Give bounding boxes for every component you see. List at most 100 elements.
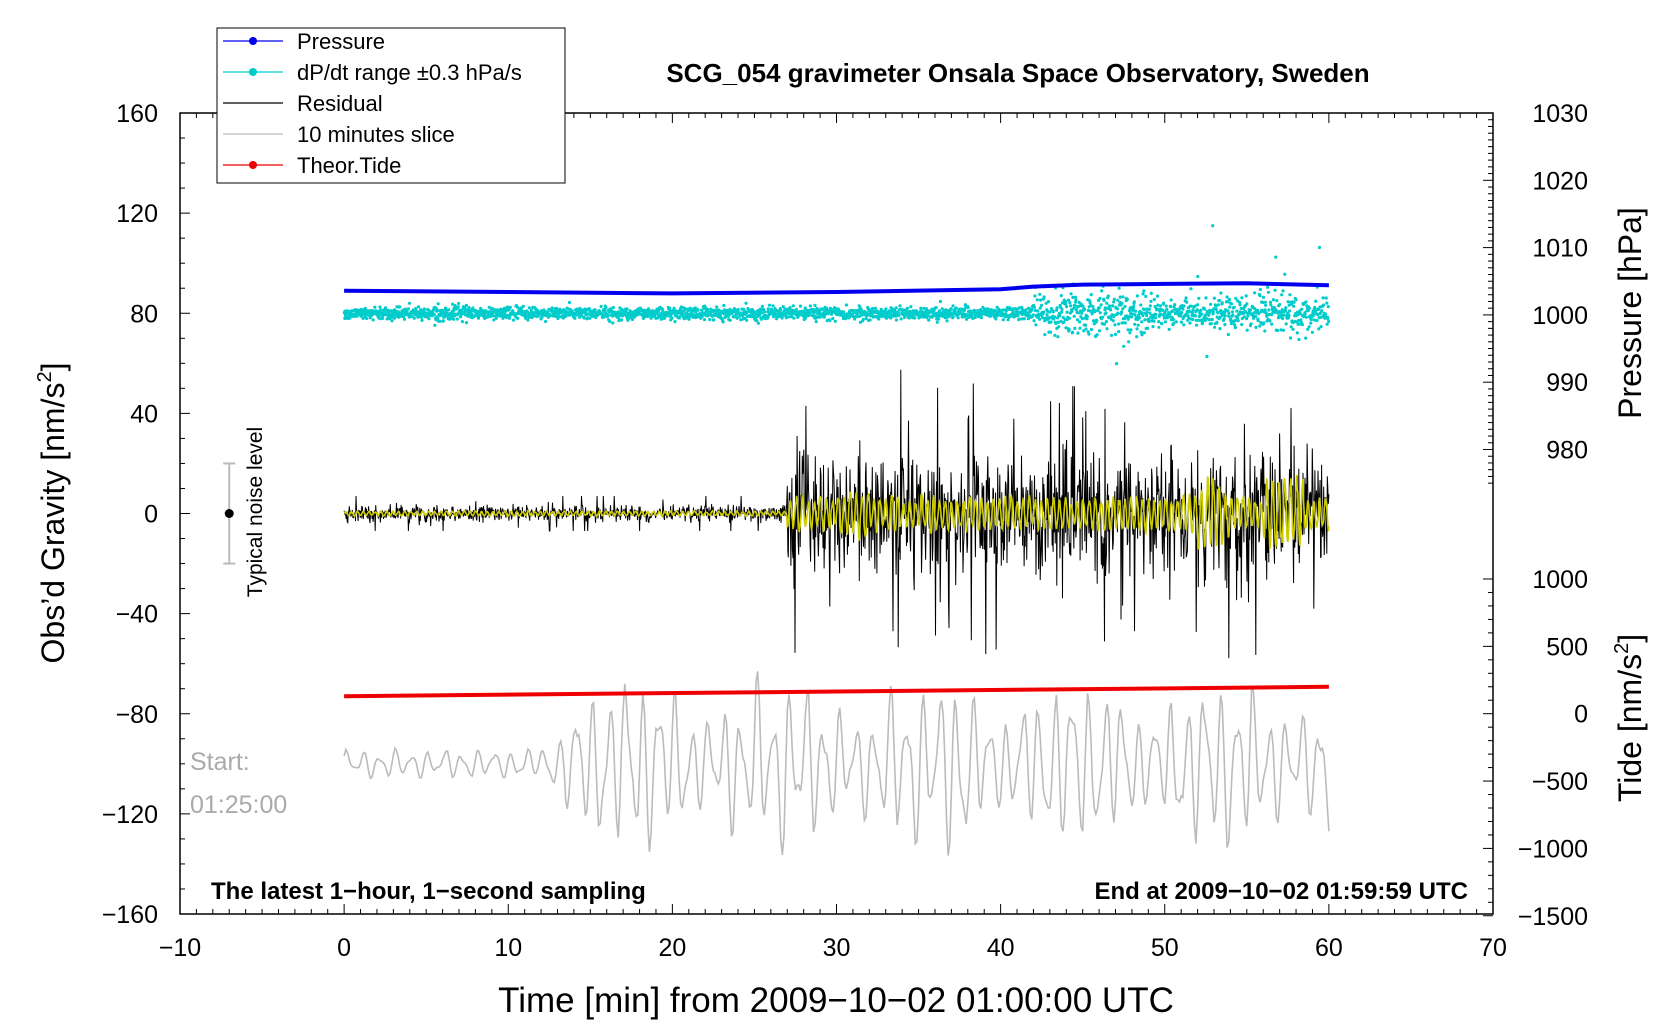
dpdt-point	[1238, 300, 1242, 304]
dpdt-point	[1263, 329, 1267, 333]
dpdt-point	[1128, 331, 1132, 335]
dpdt-point	[1292, 300, 1296, 304]
dpdt-point	[1056, 335, 1060, 339]
x-axis-ticks: −10 0 10 20 30 40 50 60 70	[159, 113, 1507, 962]
dpdt-point	[715, 305, 719, 309]
dpdt-point	[1116, 311, 1120, 315]
dpdt-point	[1321, 303, 1326, 307]
dpdt-point	[1120, 301, 1124, 305]
dpdt-point	[1225, 295, 1229, 299]
dpdt-point	[452, 317, 456, 321]
dpdt-point	[436, 302, 440, 306]
dpdt-point	[1188, 310, 1192, 314]
y-left-tick-label: −80	[116, 701, 158, 729]
dpdt-point	[1116, 298, 1120, 302]
dpdt-point	[1039, 298, 1043, 302]
dpdt-point	[821, 307, 825, 311]
dpdt-point	[1139, 303, 1143, 307]
dpdt-point	[500, 307, 504, 311]
dpdt-point	[1032, 305, 1036, 309]
dpdt-point	[1157, 325, 1161, 329]
dpdt-point	[410, 314, 414, 318]
start-label: Start:	[190, 748, 250, 776]
dpdt-point	[402, 317, 407, 321]
dpdt-point	[608, 319, 612, 324]
dpdt-point	[550, 310, 554, 314]
dpdt-point	[515, 305, 520, 309]
dpdt-point	[913, 316, 917, 320]
dpdt-point	[884, 316, 889, 320]
dpdt-point	[1298, 311, 1302, 315]
dpdt-point	[1148, 304, 1152, 308]
pressure-tick-label: 980	[1546, 437, 1588, 465]
dpdt-point	[833, 319, 837, 323]
dpdt-point	[1060, 307, 1064, 311]
dpdt-point	[1273, 306, 1277, 310]
legend-item-label: Theor.Tide	[297, 153, 401, 178]
dpdt-point	[1216, 311, 1220, 315]
dpdt-point	[548, 314, 552, 318]
dpdt-point	[1140, 311, 1144, 315]
dpdt-point	[1212, 307, 1216, 311]
tide-tick-label: −500	[1532, 768, 1588, 796]
dpdt-point	[1105, 301, 1109, 305]
dpdt-point	[506, 305, 510, 309]
dpdt-point	[1249, 322, 1253, 326]
dpdt-point	[1245, 302, 1249, 306]
dpdt-point	[1118, 295, 1122, 299]
dpdt-point	[1085, 315, 1089, 319]
dpdt-point	[1233, 323, 1237, 327]
dpdt-point	[1141, 292, 1145, 296]
dpdt-point	[1222, 311, 1226, 315]
dpdt-point	[1065, 305, 1069, 309]
dpdt-point	[1046, 300, 1051, 304]
dpdt-point	[871, 307, 875, 311]
dpdt-point	[1020, 317, 1024, 321]
dpdt-point	[1232, 305, 1236, 309]
dpdt-point	[1076, 311, 1081, 315]
dpdt-point	[1038, 306, 1042, 310]
dpdt-point	[1212, 296, 1216, 300]
dpdt-point	[381, 316, 385, 320]
dpdt-point	[1001, 318, 1005, 322]
dpdt-point	[824, 306, 829, 311]
series-filtered	[343, 474, 1330, 551]
dpdt-point	[1121, 307, 1125, 311]
y-left-tick-label: 0	[144, 501, 158, 529]
dpdt-point	[1181, 307, 1185, 311]
dpdt-point	[414, 306, 418, 310]
dpdt-point	[1279, 328, 1283, 332]
dpdt-point	[1188, 321, 1192, 325]
dpdt-point	[1152, 297, 1156, 302]
dpdt-point	[844, 303, 849, 307]
dpdt-point	[1141, 313, 1145, 318]
dpdt-point	[1064, 302, 1068, 306]
dpdt-point	[483, 316, 487, 320]
dpdt-point	[363, 306, 367, 311]
dpdt-point	[1226, 309, 1230, 313]
dpdt-point	[979, 316, 984, 320]
dpdt-point	[422, 307, 426, 311]
dpdt-point	[755, 319, 759, 323]
dpdt-point	[1240, 296, 1244, 300]
dpdt-point	[1062, 320, 1066, 324]
dpdt-point	[1171, 309, 1175, 313]
dpdt-point	[1152, 319, 1156, 323]
series-pressure	[344, 281, 1329, 296]
legend-swatch-marker	[249, 37, 257, 45]
dpdt-point	[1304, 336, 1308, 340]
dpdt-point	[587, 307, 591, 311]
dpdt-point	[1264, 303, 1268, 307]
tide-tick-label: −1000	[1518, 835, 1588, 863]
dpdt-point	[1168, 312, 1172, 316]
dpdt-point	[827, 310, 831, 314]
dpdt-point	[1182, 304, 1186, 308]
dpdt-point	[1258, 294, 1262, 298]
dpdt-point	[696, 308, 700, 312]
dpdt-point	[1316, 313, 1320, 317]
pressure-tick-label: 1030	[1532, 100, 1588, 128]
dpdt-point	[1098, 296, 1102, 301]
dpdt-point	[1306, 327, 1310, 331]
dpdt-point	[1195, 303, 1200, 307]
dpdt-point	[811, 314, 815, 318]
